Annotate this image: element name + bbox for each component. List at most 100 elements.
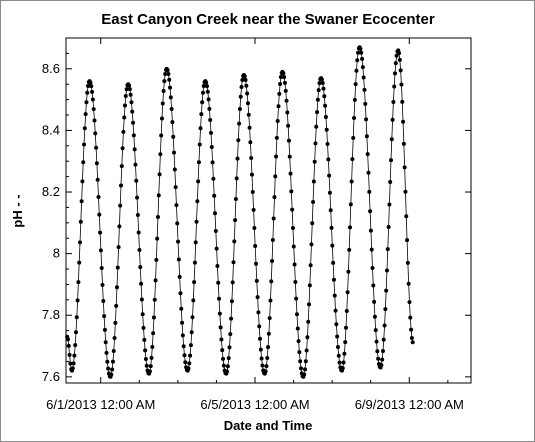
data-point (344, 309, 349, 314)
data-point (394, 53, 399, 58)
data-point (354, 68, 359, 73)
data-point (290, 207, 295, 212)
data-point (389, 137, 394, 142)
data-point (276, 104, 281, 109)
data-point (294, 296, 299, 301)
data-point (383, 307, 388, 312)
data-point (127, 83, 132, 88)
data-point (153, 278, 158, 283)
data-point (102, 327, 107, 332)
data-point (109, 372, 114, 377)
data-point (307, 283, 312, 288)
data-point (340, 366, 345, 371)
data-point (325, 141, 330, 146)
data-point (129, 100, 134, 105)
data-point (183, 360, 188, 365)
data-point (297, 350, 302, 355)
plot-area (65, 37, 472, 384)
data-point (305, 335, 310, 340)
data-point (321, 86, 326, 91)
data-point (225, 364, 230, 369)
data-point (236, 138, 241, 143)
data-point (382, 323, 387, 328)
data-point (360, 56, 365, 61)
data-point (217, 296, 222, 301)
data-point (104, 350, 109, 355)
data-point (90, 97, 95, 102)
data-point (143, 356, 148, 361)
data-point (322, 94, 327, 99)
data-point (274, 154, 279, 159)
data-point (313, 141, 318, 146)
data-point (240, 78, 245, 83)
data-point (237, 107, 242, 112)
data-point (254, 278, 259, 283)
data-point (209, 130, 213, 135)
data-point (115, 265, 120, 270)
data-point (208, 118, 213, 123)
data-point (120, 146, 125, 151)
data-point (141, 325, 146, 330)
data-point (171, 134, 176, 139)
data-point (215, 264, 220, 268)
data-point (74, 315, 79, 320)
y-tick-label: 7.6 (42, 369, 60, 384)
data-point (172, 150, 177, 155)
data-point (352, 115, 357, 120)
data-point (210, 160, 215, 165)
data-point (258, 347, 263, 352)
data-point (86, 84, 91, 89)
data-point (278, 75, 283, 80)
data-point (397, 57, 402, 62)
data-point (294, 312, 299, 317)
data-point (393, 61, 398, 66)
data-point (281, 71, 286, 76)
data-point (114, 285, 119, 290)
data-point (231, 260, 236, 265)
y-tick-label: 7.8 (42, 307, 60, 322)
data-point (140, 312, 145, 317)
data-point (173, 185, 178, 190)
data-point (130, 109, 135, 114)
data-point (122, 115, 127, 120)
data-point (123, 103, 128, 108)
data-point (335, 334, 340, 339)
data-point (397, 51, 402, 56)
data-point (310, 221, 315, 226)
data-point (95, 177, 100, 182)
data-point (192, 280, 197, 285)
data-point (85, 90, 90, 95)
data-point (274, 135, 279, 140)
data-point (353, 82, 358, 87)
data-point (178, 291, 183, 296)
data-point (82, 142, 87, 147)
data-point (327, 190, 332, 195)
data-point (405, 260, 410, 265)
data-point (341, 360, 346, 365)
data-point (98, 230, 103, 235)
data-point (135, 212, 140, 217)
data-point (344, 325, 348, 330)
data-point (409, 335, 414, 340)
data-point (375, 349, 380, 354)
data-point (157, 172, 162, 177)
data-point (233, 196, 238, 201)
data-point (284, 98, 289, 103)
data-point (282, 80, 287, 85)
y-tick-label: 8 (53, 246, 60, 261)
data-point (352, 97, 357, 102)
data-point (366, 170, 371, 175)
data-point (249, 155, 254, 160)
data-point (119, 183, 123, 188)
data-point (113, 320, 118, 325)
data-point (332, 293, 337, 298)
data-point (155, 236, 160, 241)
data-point (269, 279, 274, 284)
data-point (398, 68, 403, 73)
data-point (100, 282, 105, 287)
data-point (196, 179, 201, 184)
data-point (289, 189, 294, 194)
data-point (372, 314, 377, 319)
data-point (200, 90, 205, 95)
